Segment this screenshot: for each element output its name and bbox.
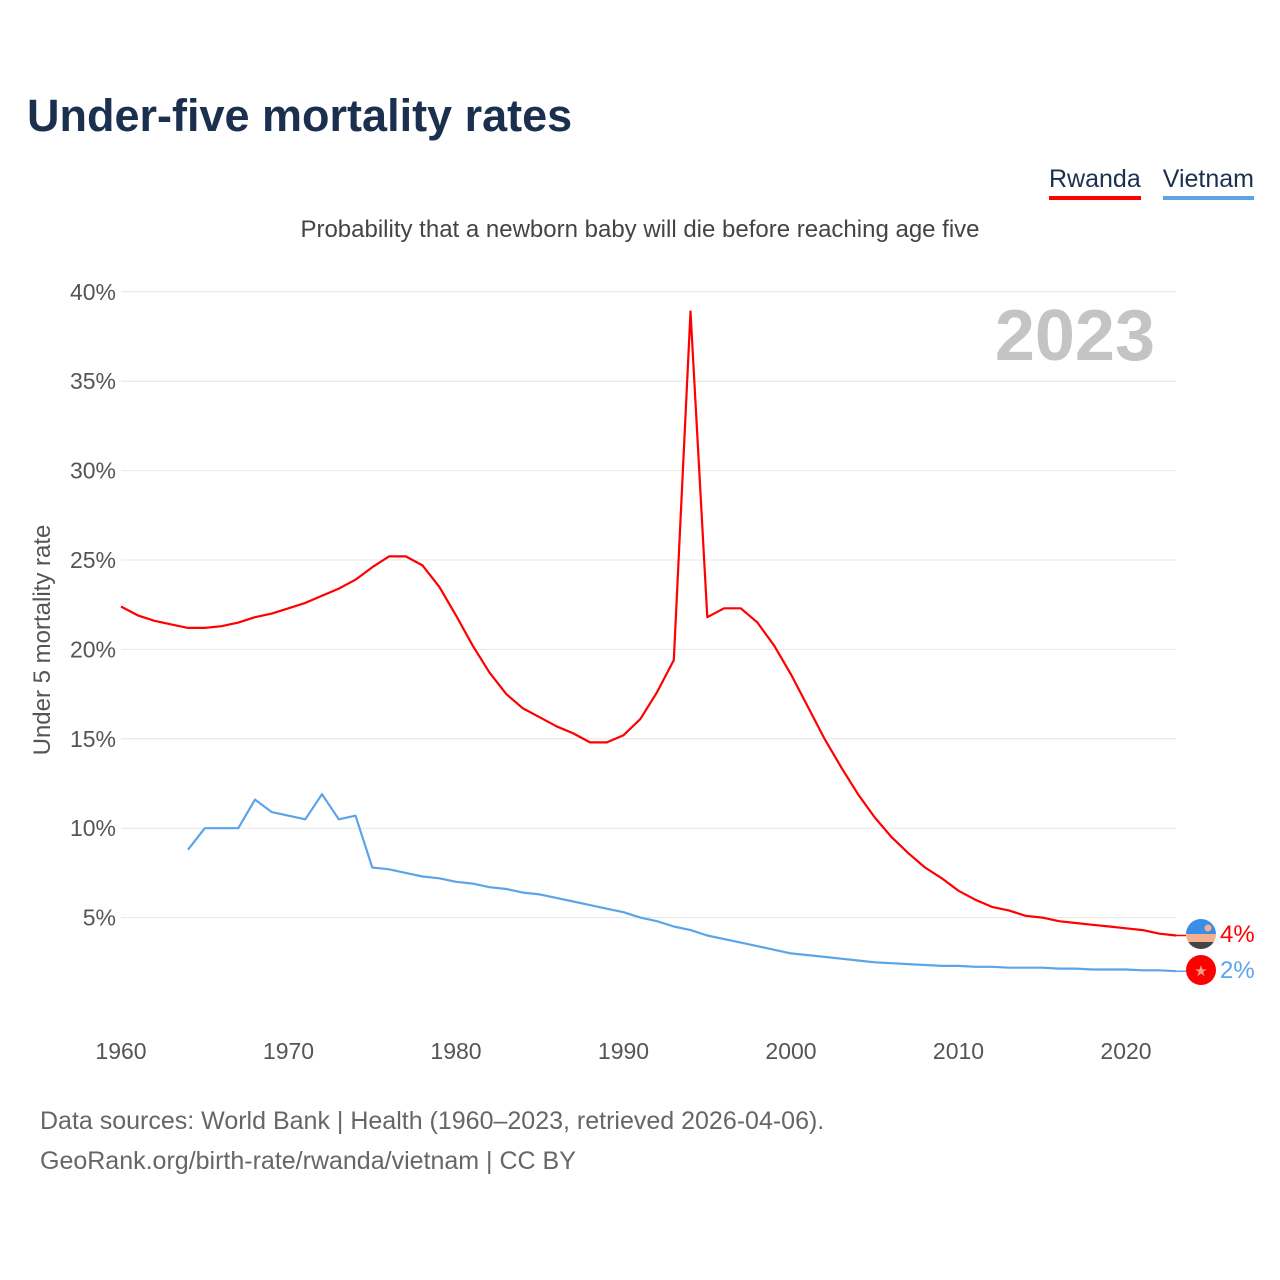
rwanda-end-label: 4% [1220,921,1255,948]
credit-line[interactable]: GeoRank.org/birth-rate/rwanda/vietnam | … [40,1147,576,1175]
rwanda-flag-icon [1186,919,1216,949]
x-tick-label: 2010 [933,1038,984,1064]
y-tick-label: 10% [70,815,116,841]
y-tick-label: 15% [70,726,116,752]
y-tick-label: 30% [70,458,116,484]
y-axis-label: Under 5 mortality rate [29,525,56,756]
x-tick-label: 2000 [765,1038,816,1064]
x-tick-label: 1990 [598,1038,649,1064]
x-tick-label: 2020 [1100,1038,1151,1064]
vietnam-flag-icon: ★ [1186,955,1216,985]
year-watermark: 2023 [995,296,1155,376]
svg-text:★: ★ [1194,963,1207,980]
y-tick-label: 25% [70,547,116,573]
y-tick-label: 20% [70,636,116,662]
x-tick-label: 1980 [430,1038,481,1064]
chart-title: Under-five mortality rates [27,90,573,141]
y-tick-label: 5% [83,905,116,931]
source-line: Data sources: World Bank | Health (1960–… [40,1107,825,1135]
series-line-vietnam[interactable] [187,793,1177,973]
vietnam-end-label: 2% [1220,957,1255,984]
legend-vietnam[interactable]: Vietnam [1162,165,1254,200]
legend-rwanda[interactable]: Rwanda [1049,165,1141,200]
series-line-rwanda[interactable] [120,310,1177,937]
x-tick-label: 1960 [95,1038,146,1064]
chart-subtitle: Probability that a newborn baby will die… [300,216,980,243]
y-tick-label: 35% [70,368,116,394]
legend: Rwanda Vietnam [1049,165,1254,200]
x-tick-label: 1970 [263,1038,314,1064]
y-tick-label: 40% [70,279,116,305]
